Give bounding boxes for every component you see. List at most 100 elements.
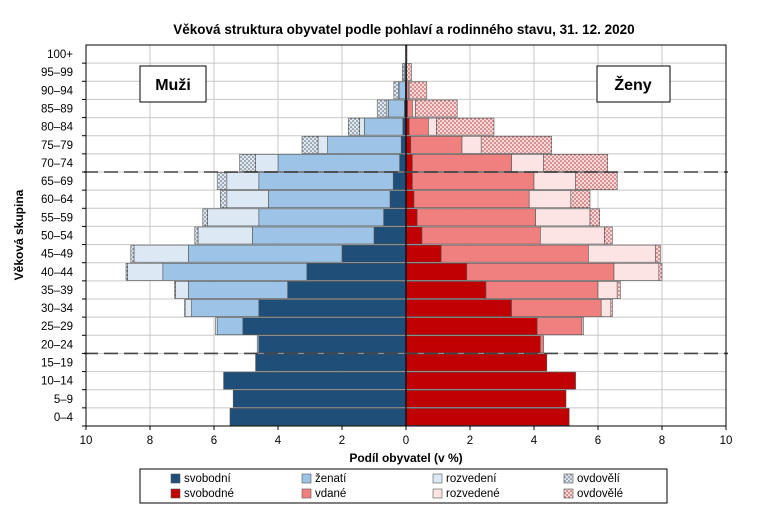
legend-swatch-svobodni (170, 473, 181, 484)
bar-male-svobodni (400, 135, 407, 154)
bar-female-svobodne (405, 408, 570, 426)
legend: svobodní ženatí rozvedení ovdovělí svobodné v… (139, 468, 668, 504)
male-panel-label: Muži (139, 65, 207, 103)
bar-male-zenati (364, 117, 404, 136)
bar-male-zenati (268, 190, 391, 209)
bar-male-svobodni (306, 262, 407, 281)
bar-female-vdane (536, 317, 583, 336)
bar-female-svobodne (405, 317, 538, 336)
legend-swatch-ovdovele (563, 488, 574, 499)
y-tick-label: 20–24 (41, 339, 74, 351)
bar-female-rozvedene (511, 154, 544, 172)
bar-male-svobodni (373, 226, 407, 245)
legend-swatch-zenati (301, 473, 312, 484)
bar-female-vdane (511, 299, 602, 317)
bar-female-vdane (421, 226, 541, 245)
bar-female-vdane (485, 281, 599, 299)
bar-male-ovdoveli (174, 281, 176, 299)
bar-female-ovdovele (543, 154, 608, 172)
x-tick-label: 2 (467, 435, 473, 447)
bar-female-ovdovele (436, 117, 495, 136)
x-tick-label: 2 (339, 435, 345, 447)
bar-male-ovdoveli (184, 299, 186, 317)
y-tick-label: 55–59 (41, 212, 73, 224)
bar-male-rozvedeni (255, 154, 279, 172)
y-tick-label: 50–54 (41, 231, 74, 243)
bar-female-rozvedene (588, 244, 656, 263)
legend-label-zenati: ženatí (315, 473, 347, 485)
bar-female-svobodne (405, 208, 418, 227)
legend-label-rozvedeni: rozvedení (446, 473, 497, 485)
y-tick-label: 100+ (47, 49, 73, 61)
y-tick-label: 10–14 (41, 376, 74, 388)
bar-male-ovdoveli (301, 135, 319, 154)
bar-female-ovdovele (406, 63, 412, 82)
y-tick-label: 15–19 (41, 358, 73, 370)
y-tick-label: 45–49 (41, 249, 73, 261)
female-label-text: Ženy (614, 75, 651, 94)
x-tick-label: 10 (720, 435, 733, 447)
bar-female-vdane (440, 244, 589, 263)
bar-male-ovdoveli (402, 63, 405, 82)
bar-male-rozvedeni (197, 226, 253, 245)
bar-female-ovdovele (575, 172, 618, 190)
bar-male-svobodni (242, 317, 407, 336)
bar-female-vdane (413, 190, 530, 209)
bar-male-zenati (216, 317, 244, 336)
bar-male-rozvedeni (175, 281, 189, 299)
bar-male-svobodni (392, 172, 407, 190)
bar-female-vdane (412, 154, 512, 172)
bar-male-svobodni (287, 281, 407, 299)
legend-label-ovdovele: ovdovělé (577, 488, 623, 500)
y-tick-label: 65–69 (41, 176, 73, 188)
bar-female-ovdovele (415, 99, 458, 118)
bar-male-zenati (277, 154, 400, 172)
bar-male-svobodni (232, 389, 407, 408)
bar-male-svobodni (229, 408, 407, 426)
bar-male-zenati (258, 172, 394, 190)
legend-swatch-ovdoveli (563, 473, 574, 484)
bar-female-rozvedene (428, 117, 437, 136)
bar-female-svobodne (405, 135, 412, 154)
y-tick-label: 25–29 (41, 321, 73, 333)
legend-swatch-vdane (301, 488, 312, 499)
bar-female-rozvedene (535, 208, 591, 227)
bar-male-zenati (188, 281, 288, 299)
bar-male-zenati (252, 226, 375, 245)
y-tick-label: 40–44 (41, 267, 74, 279)
x-tick-label: 0 (403, 435, 409, 447)
y-tick-label: 70–74 (41, 158, 74, 170)
bar-male-rozvedeni (133, 244, 189, 263)
y-tick-label: 75–79 (41, 140, 73, 152)
bar-female-svobodne (405, 226, 423, 245)
x-tick-label: 10 (80, 435, 93, 447)
y-tick-label: 95–99 (41, 67, 73, 79)
bar-male-ovdoveli (216, 172, 228, 190)
y-tick-labels: 0–4 5–9 10–14 15–19 20–24 25–29 30–34 35–39 40–4… (41, 49, 86, 427)
bar-male-zenati (191, 299, 260, 317)
y-tick-label: 60–64 (41, 194, 74, 206)
bar-male-rozvedeni (226, 172, 260, 190)
bar-male-ovdoveli (125, 262, 128, 281)
bar-female-vdane (540, 335, 544, 354)
bar-male-svobodni (255, 353, 407, 372)
bar-female-rozvedene (597, 281, 618, 299)
x-tick-label: 6 (211, 435, 217, 447)
legend-label-rozvedene: rozvedené (446, 488, 500, 500)
bar-male-svobodni (223, 371, 407, 390)
legend-label-vdane: vdané (315, 488, 346, 500)
x-tick-label: 6 (595, 435, 601, 447)
bar-male-zenati (256, 335, 260, 354)
bar-female-rozvedene (533, 172, 576, 190)
bar-female-vdane (407, 99, 413, 118)
x-tick-label: 4 (275, 435, 282, 447)
bar-male-ovdoveli (194, 226, 199, 245)
y-tick-label: 35–39 (41, 285, 73, 297)
male-label-text: Muži (155, 77, 191, 94)
bar-female-ovdovele (658, 262, 663, 281)
legend-label-svobodni: svobodní (184, 473, 231, 485)
bar-female-ovdovele (655, 244, 661, 263)
bar-male-zenati (327, 135, 402, 154)
x-tick-labels: 10 8 6 4 2 0 2 4 6 8 10 (80, 426, 733, 447)
